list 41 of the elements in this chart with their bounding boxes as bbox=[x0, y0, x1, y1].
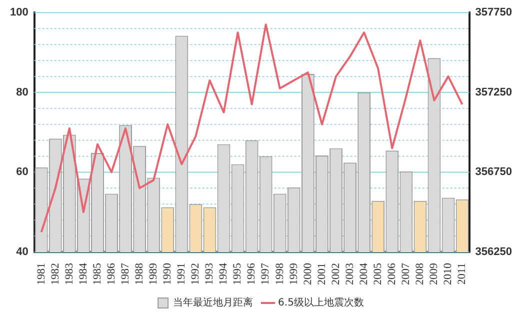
x-tick-label: 2003 bbox=[344, 262, 356, 285]
x-tick-label: 2008 bbox=[414, 262, 426, 285]
x-tick-label: 1984 bbox=[77, 262, 90, 285]
y2-tick-label: 356750 bbox=[475, 166, 512, 178]
x-tick-label: 1999 bbox=[288, 262, 300, 285]
y-tick-label: 80 bbox=[16, 86, 28, 98]
x-tick-label: 2002 bbox=[330, 263, 342, 285]
y2-tick-label: 357250 bbox=[475, 86, 512, 98]
x-tick-label: 1993 bbox=[204, 262, 216, 285]
x-tick-label: 1988 bbox=[133, 262, 146, 285]
x-tick-label: 2010 bbox=[442, 262, 454, 285]
x-tick-label: 1997 bbox=[260, 262, 272, 285]
x-tick-label: 2009 bbox=[428, 262, 440, 285]
x-tick-label: 2006 bbox=[386, 262, 398, 285]
x-tick-label: 1987 bbox=[119, 262, 132, 285]
x-tick-label: 2007 bbox=[400, 262, 412, 285]
x-tick-label: 1990 bbox=[162, 262, 174, 285]
y2-tick-label: 356250 bbox=[475, 246, 512, 258]
x-tick-label: 2001 bbox=[316, 263, 328, 285]
x-tick-label: 1996 bbox=[246, 262, 258, 285]
y-tick-label: 40 bbox=[16, 246, 28, 258]
x-tick-label: 1991 bbox=[176, 263, 188, 285]
x-tick-label: 2011 bbox=[456, 263, 468, 285]
x-tick-label: 1992 bbox=[190, 263, 202, 285]
y2-tick-label: 357750 bbox=[475, 6, 512, 19]
x-tick-label: 1994 bbox=[218, 262, 230, 285]
x-tick-label: 1982 bbox=[49, 263, 62, 285]
x-tick-label: 1981 bbox=[35, 263, 48, 285]
x-tick-label: 1983 bbox=[63, 262, 76, 285]
legend-label: 当年最近地月距离 bbox=[173, 296, 254, 309]
y-tick-label: 60 bbox=[16, 166, 28, 178]
y-tick-label: 100 bbox=[10, 6, 28, 19]
x-tick-label: 1989 bbox=[148, 262, 160, 285]
x-tick-label: 2005 bbox=[372, 262, 384, 285]
x-tick-label: 2004 bbox=[358, 262, 370, 285]
x-tick-label: 1998 bbox=[274, 262, 286, 285]
x-tick-label: 1985 bbox=[91, 262, 104, 285]
legend-label: 6.5级以上地震次数 bbox=[278, 296, 364, 309]
x-tick-label: 2000 bbox=[302, 262, 314, 285]
x-tick-label: 1986 bbox=[105, 262, 118, 285]
x-tick-label: 1995 bbox=[232, 262, 244, 285]
